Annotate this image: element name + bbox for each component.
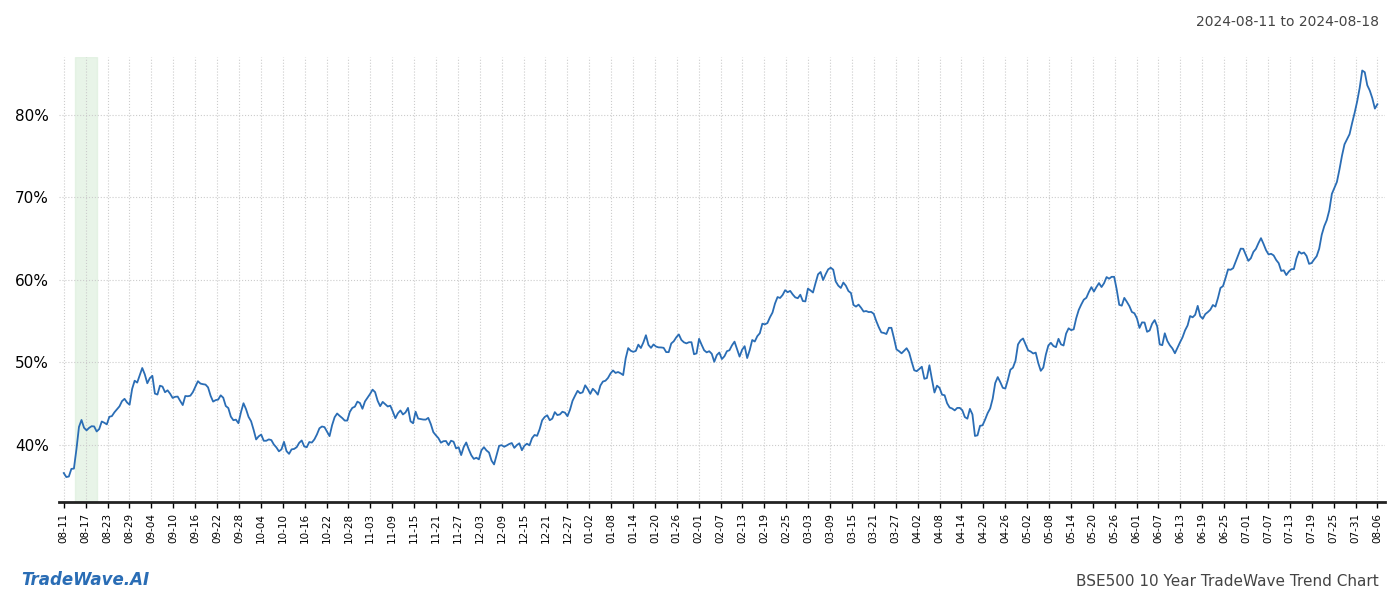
Text: 2024-08-11 to 2024-08-18: 2024-08-11 to 2024-08-18 xyxy=(1196,15,1379,29)
Text: BSE500 10 Year TradeWave Trend Chart: BSE500 10 Year TradeWave Trend Chart xyxy=(1077,574,1379,589)
Bar xyxy=(74,57,97,502)
Text: TradeWave.AI: TradeWave.AI xyxy=(21,571,150,589)
